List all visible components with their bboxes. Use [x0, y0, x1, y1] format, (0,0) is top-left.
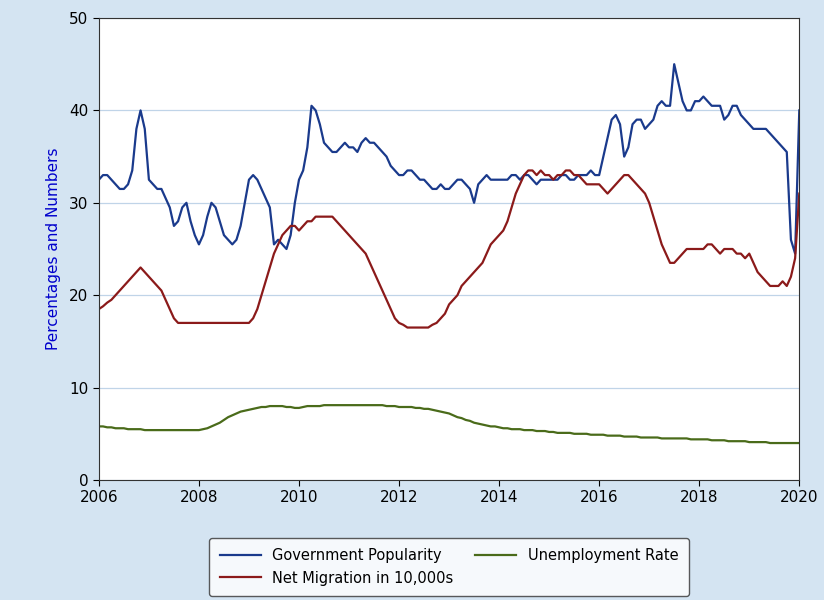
Line: Net Migration in 10,000s: Net Migration in 10,000s	[99, 170, 799, 328]
Government Popularity	[282, 245, 292, 253]
Government Popularity	[765, 130, 775, 137]
Net Migration in 10,000s	[648, 213, 658, 220]
Net Migration in 10,000s	[699, 245, 709, 253]
Unemployment Rate	[94, 423, 104, 430]
Y-axis label: Percentages and Numbers: Percentages and Numbers	[46, 148, 61, 350]
Unemployment Rate	[765, 439, 775, 446]
Government Popularity	[790, 250, 800, 257]
Government Popularity	[640, 125, 650, 133]
Line: Government Popularity: Government Popularity	[99, 64, 799, 254]
Unemployment Rate	[319, 401, 329, 409]
Net Migration in 10,000s	[523, 167, 533, 174]
Net Migration in 10,000s	[369, 269, 379, 276]
Line: Unemployment Rate: Unemployment Rate	[99, 405, 799, 443]
Net Migration in 10,000s	[402, 324, 412, 331]
Legend: Government Popularity, Net Migration in 10,000s, Unemployment Rate: Government Popularity, Net Migration in …	[209, 538, 689, 596]
Government Popularity	[695, 98, 705, 105]
Unemployment Rate	[657, 435, 667, 442]
Government Popularity	[94, 176, 104, 184]
Net Migration in 10,000s	[770, 283, 780, 290]
Unemployment Rate	[695, 436, 705, 443]
Government Popularity	[669, 61, 679, 68]
Unemployment Rate	[644, 434, 654, 441]
Government Popularity	[653, 102, 662, 109]
Net Migration in 10,000s	[94, 305, 104, 313]
Net Migration in 10,000s	[794, 190, 804, 197]
Net Migration in 10,000s	[282, 227, 292, 234]
Government Popularity	[794, 107, 804, 114]
Unemployment Rate	[282, 403, 292, 410]
Unemployment Rate	[373, 401, 383, 409]
Net Migration in 10,000s	[661, 250, 671, 257]
Government Popularity	[369, 139, 379, 146]
Unemployment Rate	[794, 439, 804, 446]
Unemployment Rate	[770, 439, 780, 446]
